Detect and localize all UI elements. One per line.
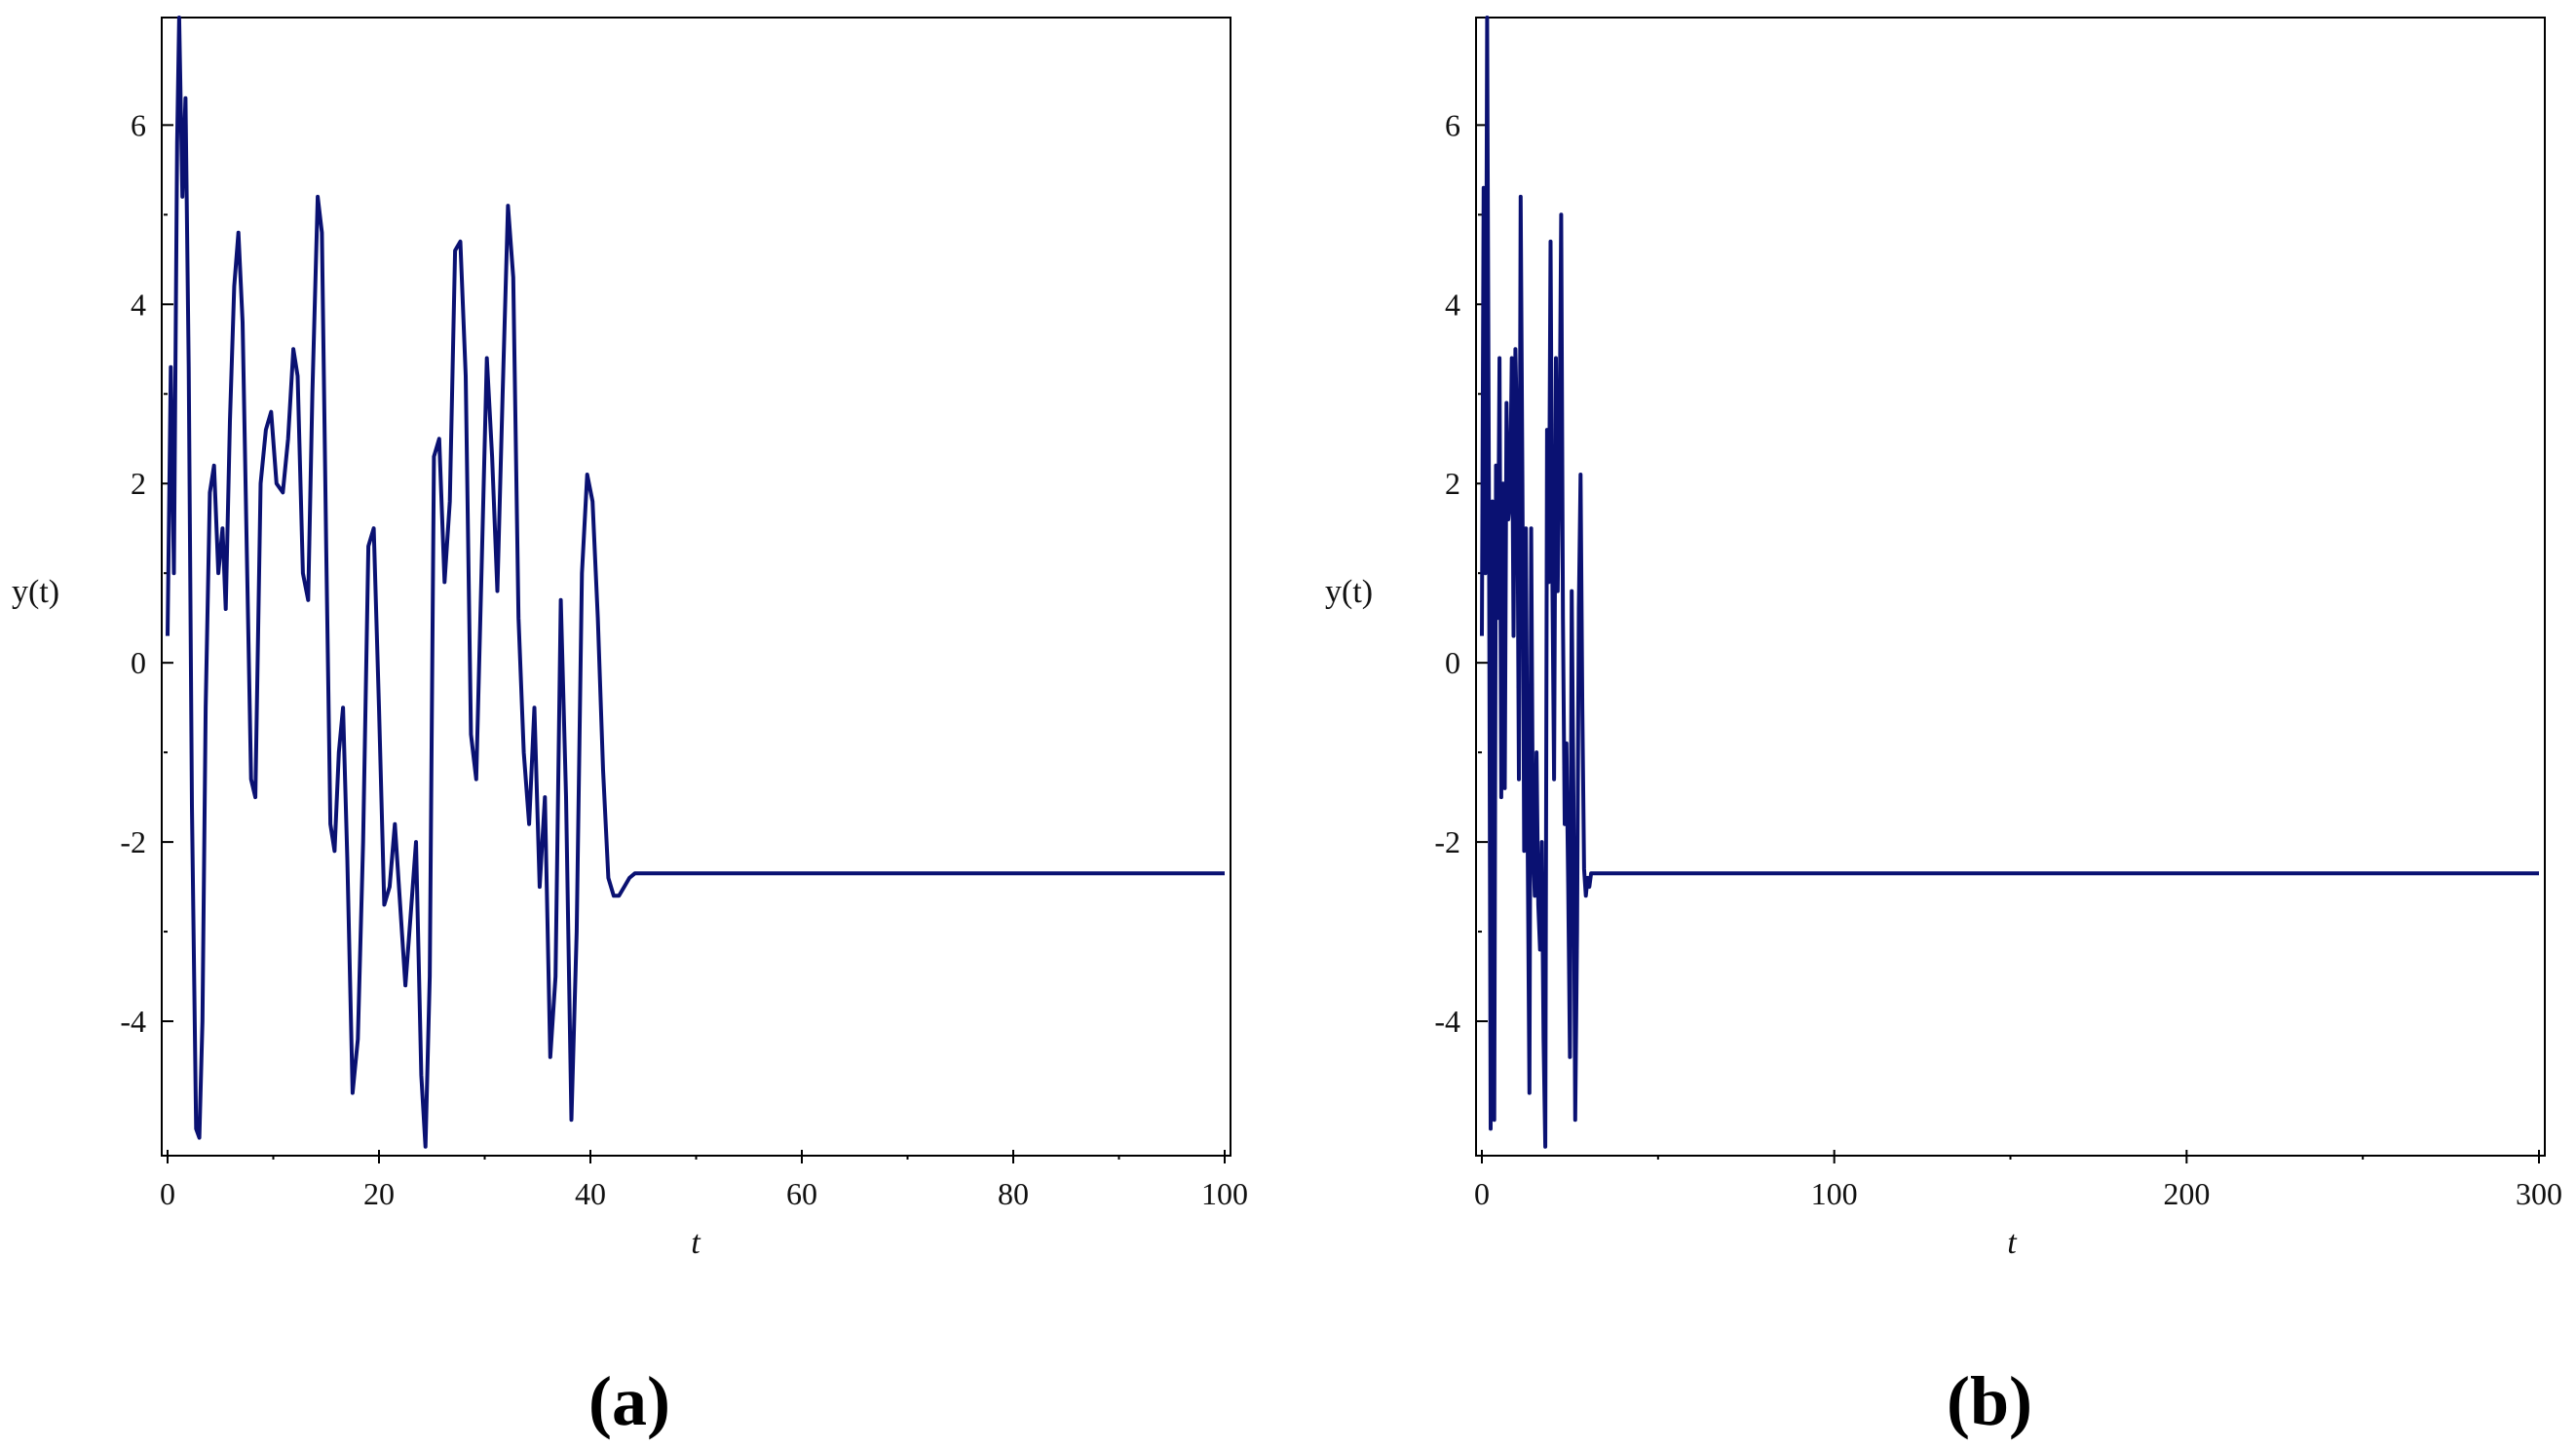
y-tick-label: 6 (131, 107, 146, 142)
x-tick-label: 80 (998, 1176, 1029, 1211)
series-line (1480, 16, 2539, 1149)
y-tick-label: 0 (131, 645, 146, 680)
x-tick-label: 100 (1201, 1176, 1248, 1211)
ticks-b: -4 -2 0 2 4 6 0 100 200 300 (1434, 107, 2562, 1211)
x-axis-label-a: t (691, 1225, 701, 1261)
marks-b (1480, 16, 2539, 1149)
x-tick-label: 200 (2163, 1176, 2210, 1211)
panel-label-a: (a) (588, 1362, 670, 1440)
y-tick-label: 6 (1445, 107, 1460, 142)
y-axis-label-a: y(t) (12, 574, 59, 610)
x-tick-label: 0 (160, 1176, 175, 1211)
y-axis-label-b: y(t) (1325, 574, 1373, 610)
x-tick-label: 20 (363, 1176, 395, 1211)
panel-b: -4 -2 0 2 4 6 0 100 200 300 y(t) t (b) (1325, 16, 2562, 1440)
x-tick-label: 60 (786, 1176, 817, 1211)
x-tick-label: 100 (1811, 1176, 1858, 1211)
plot-frame-b (1475, 17, 2546, 1157)
x-tick-label: 0 (1474, 1176, 1490, 1211)
y-tick-label: 4 (1445, 286, 1460, 322)
y-tick-label: 4 (131, 286, 146, 322)
y-tick-label: -2 (1434, 824, 1460, 859)
y-tick-label: 2 (1445, 466, 1460, 501)
y-tick-label: 2 (131, 466, 146, 501)
plot-frame-a (161, 17, 1231, 1157)
series-line (166, 16, 1225, 1149)
y-tick-label: -4 (1434, 1004, 1460, 1039)
marks-a (166, 16, 1225, 1149)
y-tick-label: -2 (120, 824, 146, 859)
x-tick-label: 40 (575, 1176, 606, 1211)
y-tick-label: -4 (120, 1004, 146, 1039)
y-tick-label: 0 (1445, 645, 1460, 680)
panel-label-b: (b) (1947, 1362, 2032, 1440)
x-axis-label-b: t (2007, 1225, 2018, 1261)
x-tick-label: 300 (2516, 1176, 2562, 1211)
